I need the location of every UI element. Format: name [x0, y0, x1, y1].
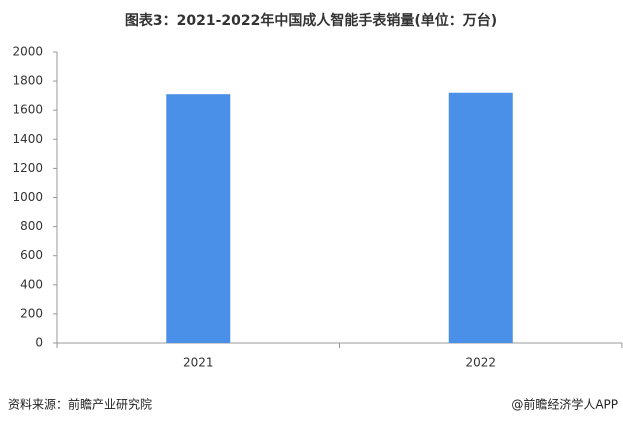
chart-title: 图表3：2021-2022年中国成人智能手表销量(单位：万台): [125, 12, 497, 29]
y-tick-label: 1800: [12, 74, 43, 88]
source: 资料来源：前瞻产业研究院: [8, 397, 152, 412]
credit: @前瞻经济学人APP: [511, 397, 618, 412]
y-tick-label: 1000: [12, 190, 43, 204]
x-tick-label: 2021: [183, 356, 214, 370]
y-tick-label: 1600: [12, 103, 43, 117]
y-tick-label: 1400: [12, 132, 43, 146]
y-tick-label: 0: [35, 336, 43, 350]
y-tick-label: 800: [20, 219, 43, 233]
x-tick-label: 2022: [465, 356, 496, 370]
bar: [166, 94, 231, 343]
y-tick-label: 600: [20, 248, 43, 262]
y-tick-label: 400: [20, 277, 43, 291]
bar: [448, 92, 513, 344]
y-tick-label: 200: [20, 306, 43, 320]
y-tick-label: 2000: [12, 45, 43, 59]
y-tick-label: 1200: [12, 161, 43, 175]
